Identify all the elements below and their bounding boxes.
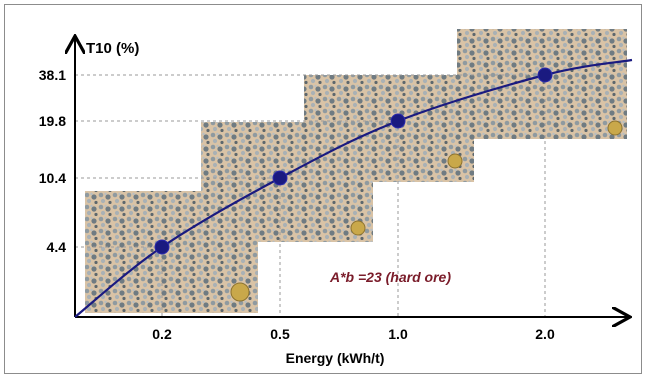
x-tick-label: 0.2 <box>152 326 172 342</box>
y-tick-label: 38.1 <box>39 67 66 83</box>
y-tick-label: 10.4 <box>39 170 66 186</box>
coin-icon <box>607 120 623 136</box>
x-tick-label: 2.0 <box>535 326 555 342</box>
data-point <box>154 239 170 255</box>
grid-lines <box>75 74 546 317</box>
coin-icon <box>447 153 463 169</box>
ore-photo-4 <box>457 29 627 139</box>
data-point <box>537 67 553 83</box>
ore-photo-3 <box>304 75 474 182</box>
coin-icon <box>350 220 366 236</box>
y-axis-label: T10 (%) <box>86 40 139 57</box>
x-tick-label: 0.5 <box>270 326 290 342</box>
data-point <box>272 170 288 186</box>
coin-icon <box>230 282 250 302</box>
y-tick-label: 4.4 <box>47 239 67 255</box>
x-tick-label: 1.0 <box>388 326 408 342</box>
data-point <box>390 113 406 129</box>
annotation-label: A*b =23 (hard ore) <box>329 269 451 285</box>
x-axis-label: Energy (kWh/t) <box>286 350 385 366</box>
y-tick-label: 19.8 <box>39 113 66 129</box>
